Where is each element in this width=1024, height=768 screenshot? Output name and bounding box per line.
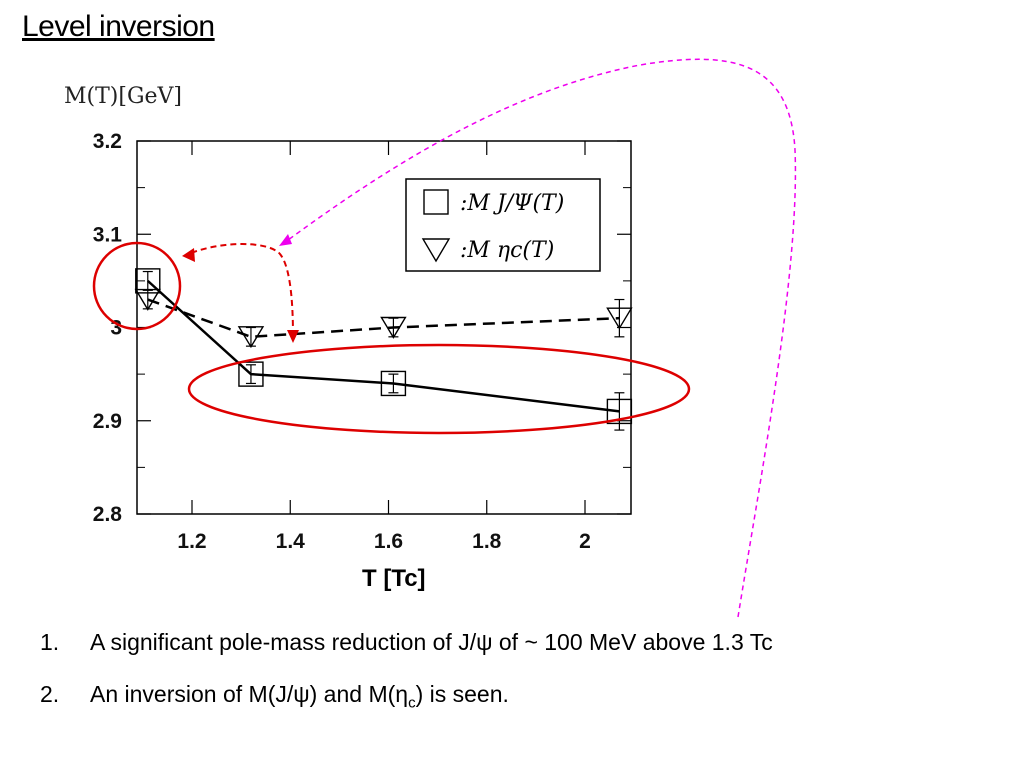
data-point-triangle [237,326,265,349]
legend: :M J/Ψ(T) :M ηc(T) [405,178,601,272]
highlight-ellipse [187,343,691,435]
axes: 3.2 3.1 3 2.9 2.8 1.2 1.4 1.6 1.8 2 M(T)[GeV] T [Tc… [64,84,631,592]
series-line-2 [147,298,620,339]
data-point-triangle [606,307,633,330]
x-tick-label: 2 [579,530,591,553]
pointer-arrow [283,58,797,618]
y-axis-label: M(T)[GeV] [64,84,182,109]
x-tick-label: 1.4 [276,530,306,553]
data-point-square [238,361,264,387]
legend-label-jpsi: :M J/Ψ(T) [460,191,564,216]
y-tick-label: 2.8 [93,503,123,526]
note-2-subscript: c [408,694,416,712]
note-2-number: 2. [40,681,60,707]
annotations [92,58,797,618]
y-tick-label: 3.2 [93,130,122,153]
x-tick-label: 1.2 [177,530,206,553]
x-axis-label: T [Tc] [362,565,426,592]
legend-box [405,178,601,272]
inversion-arrowhead-down [287,330,299,343]
inversion-arrow [185,243,294,337]
pointer-arrowhead [279,234,292,246]
x-tick-label: 1.8 [472,530,502,553]
slide-title: Level inversion [22,10,215,43]
note-2-text: An inversion of M(J/ψ) and M(η [90,681,409,707]
highlight-circle [92,241,182,331]
legend-triangle-marker [421,238,451,263]
legend-square-marker [423,189,449,215]
notes-list: 1. A significant pole-mass reduction of J… [40,624,773,728]
y-tick-label: 2.9 [93,410,122,433]
y-tick-label: 3 [110,317,122,340]
inversion-arrowhead-left [182,248,195,262]
y-tick-label: 3.1 [93,223,123,246]
data-point-triangle [134,288,162,311]
data-point-triangle [380,316,407,339]
note-2-text-end: ) is seen. [415,681,509,707]
data-point-square [606,398,633,425]
data-point-square [380,370,407,397]
legend-label-etac: :M ηc(T) [460,238,554,263]
note-1-text: A significant pole-mass reduction of J/ψ… [90,629,773,655]
x-tick-label: 1.6 [374,530,403,553]
note-1: 1. A significant pole-mass reduction of J… [40,624,773,676]
series-layer [134,268,633,431]
note-2: 2. An inversion of M(J/ψ) and M(ηc) is se… [40,676,773,728]
series-line-1 [146,279,620,413]
note-1-number: 1. [40,629,60,655]
